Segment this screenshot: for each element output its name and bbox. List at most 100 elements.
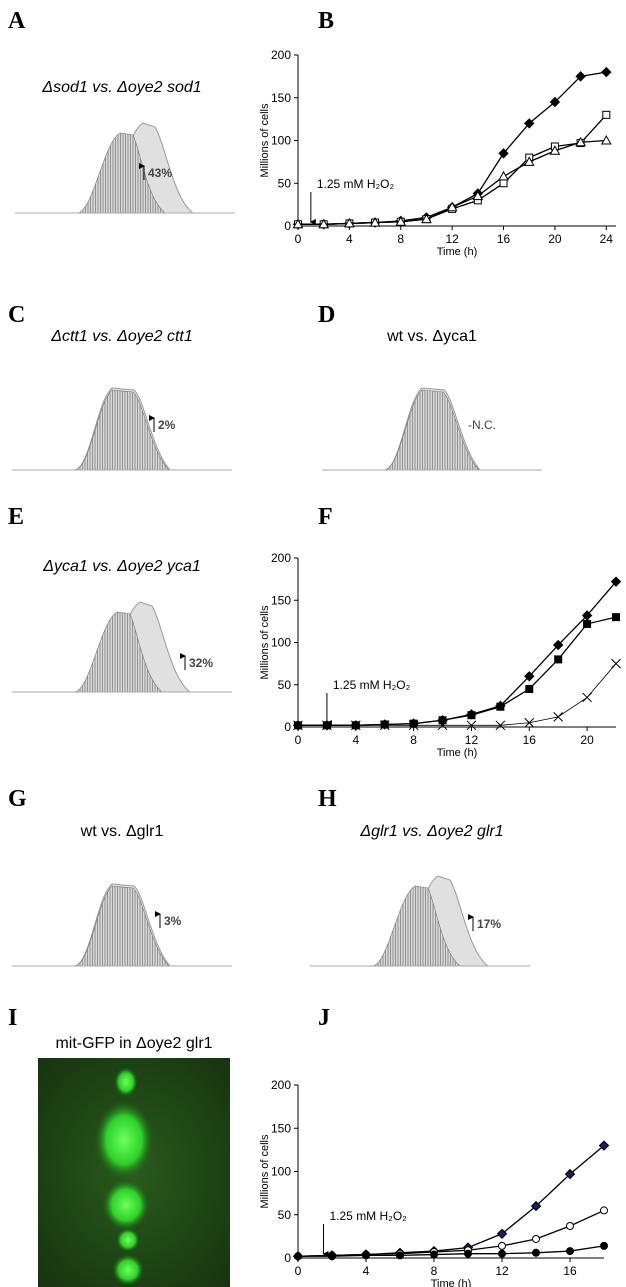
histogram (321, 387, 543, 471)
marker (350, 720, 361, 731)
marker (554, 655, 563, 664)
marker (575, 136, 586, 147)
y-axis-label: Millions of cells (259, 1134, 271, 1208)
x-tick-label: 4 (352, 733, 359, 747)
x-tick-label: 24 (600, 232, 614, 246)
x-axis-label: Time (h) (437, 747, 478, 759)
marker (553, 712, 564, 722)
marker (530, 1200, 542, 1212)
histogram (14, 122, 236, 214)
y-tick-label: 50 (278, 678, 292, 692)
histogram-annotation: 17% (477, 917, 501, 931)
marker (318, 218, 330, 229)
y-tick-label: 200 (271, 48, 291, 62)
x-tick-label: 20 (580, 733, 594, 747)
marker (430, 1250, 438, 1259)
marker (466, 720, 477, 731)
y-tick-label: 150 (271, 91, 291, 105)
panel-letter: G (8, 786, 27, 812)
marker (467, 711, 476, 720)
y-tick-label: 100 (271, 134, 291, 148)
marker (379, 720, 390, 731)
histogram-title: Δctt1 vs. Δoye2 ctt1 (50, 328, 193, 345)
marker (437, 720, 448, 731)
marker (496, 702, 505, 711)
marker (499, 179, 508, 188)
marker (525, 684, 534, 693)
y-tick-label: 100 (271, 636, 291, 650)
annotation: 1.25 mM H₂O₂ (333, 678, 411, 692)
x-tick-label: 12 (465, 733, 479, 747)
y-tick-label: 0 (284, 1251, 291, 1265)
histogram-annotation: -N.C. (468, 418, 496, 432)
x-tick-label: 8 (397, 232, 404, 246)
marker (396, 1251, 404, 1260)
x-axis-label: Time (h) (437, 246, 478, 258)
series-line (297, 1145, 605, 1257)
y-tick-label: 50 (278, 176, 292, 190)
marker (566, 1221, 574, 1230)
marker (549, 96, 561, 108)
y-tick-label: 200 (271, 1078, 291, 1092)
marker (292, 218, 304, 229)
y-axis-label: Millions of cells (259, 605, 271, 679)
marker (582, 692, 592, 703)
micrograph (38, 1058, 230, 1287)
marker (438, 716, 447, 725)
histogram (11, 883, 233, 967)
x-tick-label: 4 (346, 232, 353, 246)
marker (575, 71, 586, 82)
x-tick-label: 12 (445, 232, 459, 246)
x-tick-label: 4 (363, 1264, 370, 1278)
series-line (297, 1209, 605, 1257)
marker (294, 1252, 302, 1261)
marker (524, 118, 535, 129)
histogram-title: Δglr1 vs. Δoye2 glr1 (359, 823, 503, 840)
marker (496, 1228, 508, 1239)
marker (612, 613, 620, 622)
marker (532, 1234, 540, 1243)
marker (362, 1251, 370, 1260)
marker (583, 619, 592, 628)
marker (409, 719, 418, 728)
x-tick-label: 0 (295, 232, 302, 246)
x-tick-label: 0 (295, 733, 302, 747)
marker (472, 190, 484, 201)
histogram (11, 387, 233, 471)
histogram-title: wt vs. Δyca1 (386, 328, 477, 345)
marker (566, 1247, 574, 1256)
marker (464, 1249, 472, 1258)
histogram-annotation: 3% (164, 914, 182, 928)
x-tick-label: 0 (295, 1264, 302, 1278)
panel-letter: E (8, 504, 24, 530)
marker (601, 66, 612, 78)
marker (532, 1248, 540, 1257)
y-tick-label: 200 (271, 551, 291, 565)
marker (328, 1252, 336, 1261)
y-tick-label: 0 (284, 720, 291, 734)
panel-letter: J (318, 1005, 330, 1031)
annotation: 1.25 mM H₂O₂ (317, 177, 395, 191)
marker (549, 145, 561, 155)
panel-letter: F (318, 504, 333, 530)
series-line (298, 663, 617, 726)
panel-letter: C (8, 302, 25, 328)
y-tick-label: 150 (271, 1121, 291, 1135)
marker (611, 658, 621, 669)
series-line (298, 581, 617, 726)
x-tick-label: 8 (410, 733, 417, 747)
panel-letter: A (8, 8, 26, 34)
histogram-annotation: 2% (158, 418, 176, 432)
marker (564, 1168, 576, 1180)
marker (421, 213, 432, 224)
marker (446, 201, 458, 212)
y-tick-label: 0 (284, 219, 291, 233)
histogram-title: Δsod1 vs. Δoye2 sod1 (41, 79, 201, 96)
series-line (298, 1245, 605, 1257)
x-tick-label: 12 (495, 1264, 509, 1278)
marker (369, 217, 381, 227)
y-axis-label: Millions of cells (259, 103, 271, 177)
marker (610, 576, 622, 587)
histogram-title: wt vs. Δglr1 (80, 823, 164, 840)
marker (293, 720, 303, 731)
